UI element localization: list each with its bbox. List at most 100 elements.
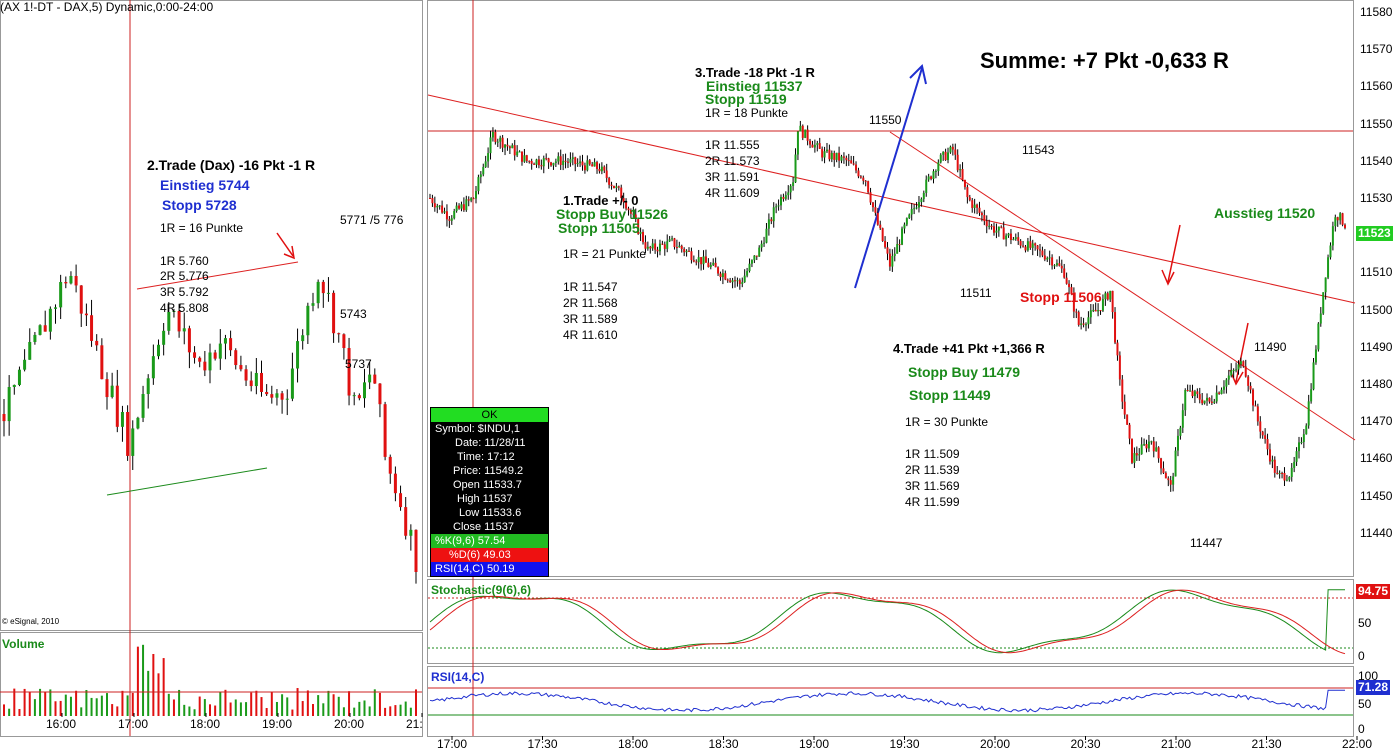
price-candle bbox=[1218, 391, 1221, 395]
price-candle bbox=[479, 171, 482, 184]
volume-bar bbox=[301, 701, 304, 716]
point-11447: 11447 bbox=[1190, 536, 1223, 550]
dax-candle bbox=[393, 466, 397, 502]
volume-bar bbox=[332, 694, 335, 716]
price-candle bbox=[1036, 244, 1039, 256]
volume-bar bbox=[75, 690, 78, 716]
price-candle bbox=[1259, 416, 1262, 439]
price-candle bbox=[862, 175, 865, 185]
price-candle bbox=[1022, 240, 1025, 248]
volume-bar bbox=[394, 705, 397, 716]
trade3-level-3: 3R 11.591 bbox=[705, 170, 760, 184]
dax-candle bbox=[141, 385, 145, 423]
price-candle bbox=[1007, 232, 1010, 238]
price-candle bbox=[518, 150, 521, 153]
price-candle bbox=[448, 215, 451, 228]
price-candle bbox=[1305, 423, 1308, 435]
price-candle bbox=[649, 245, 652, 254]
price-candle bbox=[942, 151, 945, 161]
price-candle bbox=[598, 163, 601, 174]
price-candle bbox=[1230, 363, 1233, 378]
stochastic-label: Stochastic(9(6),6) bbox=[431, 583, 532, 597]
price-candle bbox=[1264, 428, 1267, 444]
volume-bar bbox=[69, 696, 72, 716]
volume-bar bbox=[415, 689, 417, 716]
price-candle bbox=[605, 163, 608, 183]
trade1-stop-buy: Stopp Buy 11526 bbox=[556, 206, 669, 222]
price-candle bbox=[1116, 339, 1119, 361]
price-candle bbox=[721, 269, 724, 285]
price-candle bbox=[959, 164, 962, 178]
price-candle bbox=[513, 139, 516, 161]
trade3-level-4: 4R 11.609 bbox=[705, 186, 760, 200]
price-candle bbox=[477, 174, 480, 195]
price-candle bbox=[840, 154, 843, 164]
price-candle bbox=[603, 165, 606, 174]
price-candle bbox=[579, 155, 582, 167]
price-candle bbox=[1111, 290, 1114, 319]
price-candle bbox=[458, 203, 461, 210]
left-chart-title: (AX 1!-DT - DAX,5) Dynamic,0:00-24:00 bbox=[0, 0, 214, 14]
volume-bar bbox=[95, 698, 98, 716]
price-candle bbox=[528, 160, 531, 164]
volume-bar bbox=[80, 707, 83, 716]
price-candle bbox=[835, 152, 838, 163]
data-window-ok[interactable]: OK bbox=[431, 408, 548, 422]
volume-bar bbox=[239, 702, 242, 716]
price-candle bbox=[1193, 389, 1196, 404]
price-candle bbox=[755, 255, 758, 261]
price-candle bbox=[968, 194, 971, 202]
volume-bar bbox=[193, 709, 196, 716]
trade4-level-2: 2R 11.539 bbox=[905, 463, 960, 477]
price-candle bbox=[455, 202, 458, 213]
price-candle bbox=[429, 193, 431, 199]
red-arrow-icon bbox=[1161, 224, 1181, 286]
volume-bar bbox=[23, 688, 26, 716]
volume-bar bbox=[281, 694, 284, 716]
price-candle bbox=[963, 179, 966, 190]
price-candle bbox=[1118, 351, 1121, 386]
price-candle bbox=[574, 156, 577, 172]
dax-candle bbox=[213, 349, 217, 361]
volume-bar bbox=[358, 701, 361, 716]
price-candle bbox=[741, 277, 744, 288]
price-candle bbox=[499, 135, 502, 149]
volume-bar bbox=[8, 708, 11, 716]
dax-candle bbox=[368, 361, 372, 390]
price-candle bbox=[1087, 311, 1090, 329]
dax-point-5737: 5737 bbox=[345, 357, 372, 371]
volume-bar bbox=[13, 688, 16, 716]
price-candle bbox=[980, 211, 983, 222]
price-candle bbox=[576, 158, 579, 167]
price-candle bbox=[1039, 244, 1041, 258]
dax-level-3: 3R 5.792 bbox=[160, 285, 209, 299]
price-candle bbox=[1140, 437, 1143, 455]
dax-candle bbox=[321, 279, 325, 308]
price-candle bbox=[1097, 303, 1100, 317]
price-axis-label: 11460 bbox=[1360, 451, 1393, 466]
price-candle bbox=[1152, 436, 1155, 458]
price-candle bbox=[651, 238, 654, 251]
price-candle bbox=[1298, 436, 1301, 459]
price-candle bbox=[462, 197, 465, 212]
price-candle bbox=[917, 196, 920, 213]
price-candle bbox=[734, 276, 736, 288]
dax-candle bbox=[414, 529, 418, 584]
price-candle bbox=[646, 241, 649, 251]
dax-candle bbox=[90, 299, 94, 347]
price-candle bbox=[1026, 237, 1029, 252]
dax-candle bbox=[12, 384, 16, 395]
price-candle bbox=[1281, 471, 1284, 479]
price-candle bbox=[1077, 310, 1080, 327]
price-candle bbox=[489, 130, 492, 160]
price-candle bbox=[767, 213, 770, 236]
price-axis-label: 11570 bbox=[1360, 42, 1393, 57]
price-candle bbox=[1031, 239, 1034, 256]
dax-candle bbox=[404, 496, 408, 540]
price-candle bbox=[990, 223, 993, 230]
price-candle bbox=[934, 169, 937, 179]
price-candle bbox=[1302, 429, 1305, 449]
rsi-axis-100: 100 bbox=[1358, 669, 1379, 683]
dax-candle bbox=[100, 338, 104, 380]
price-axis-label: 11440 bbox=[1360, 525, 1393, 540]
